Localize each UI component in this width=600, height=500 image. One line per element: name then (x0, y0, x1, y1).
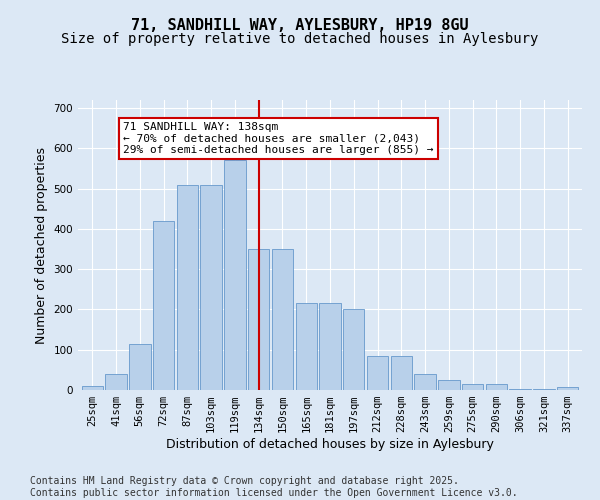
Text: Contains HM Land Registry data © Crown copyright and database right 2025.
Contai: Contains HM Land Registry data © Crown c… (30, 476, 518, 498)
Text: 71 SANDHILL WAY: 138sqm
← 70% of detached houses are smaller (2,043)
29% of semi: 71 SANDHILL WAY: 138sqm ← 70% of detache… (123, 122, 434, 156)
Bar (391, 356, 412, 390)
Text: Size of property relative to detached houses in Aylesbury: Size of property relative to detached ho… (61, 32, 539, 46)
Bar (319, 304, 341, 390)
Bar (224, 160, 245, 390)
X-axis label: Distribution of detached houses by size in Aylesbury: Distribution of detached houses by size … (166, 438, 494, 451)
Bar (415, 374, 436, 390)
Bar (438, 380, 460, 390)
Bar (248, 249, 269, 390)
Bar (82, 386, 103, 390)
Bar (509, 389, 531, 390)
Bar (272, 249, 293, 390)
Bar (129, 344, 151, 390)
Bar (367, 356, 388, 390)
Bar (486, 384, 507, 390)
Bar (296, 304, 317, 390)
Bar (200, 184, 222, 390)
Bar (462, 384, 484, 390)
Y-axis label: Number of detached properties: Number of detached properties (35, 146, 48, 344)
Bar (153, 221, 174, 390)
Bar (343, 310, 364, 390)
Text: 71, SANDHILL WAY, AYLESBURY, HP19 8GU: 71, SANDHILL WAY, AYLESBURY, HP19 8GU (131, 18, 469, 32)
Bar (533, 389, 554, 390)
Bar (176, 184, 198, 390)
Bar (106, 374, 127, 390)
Bar (557, 387, 578, 390)
